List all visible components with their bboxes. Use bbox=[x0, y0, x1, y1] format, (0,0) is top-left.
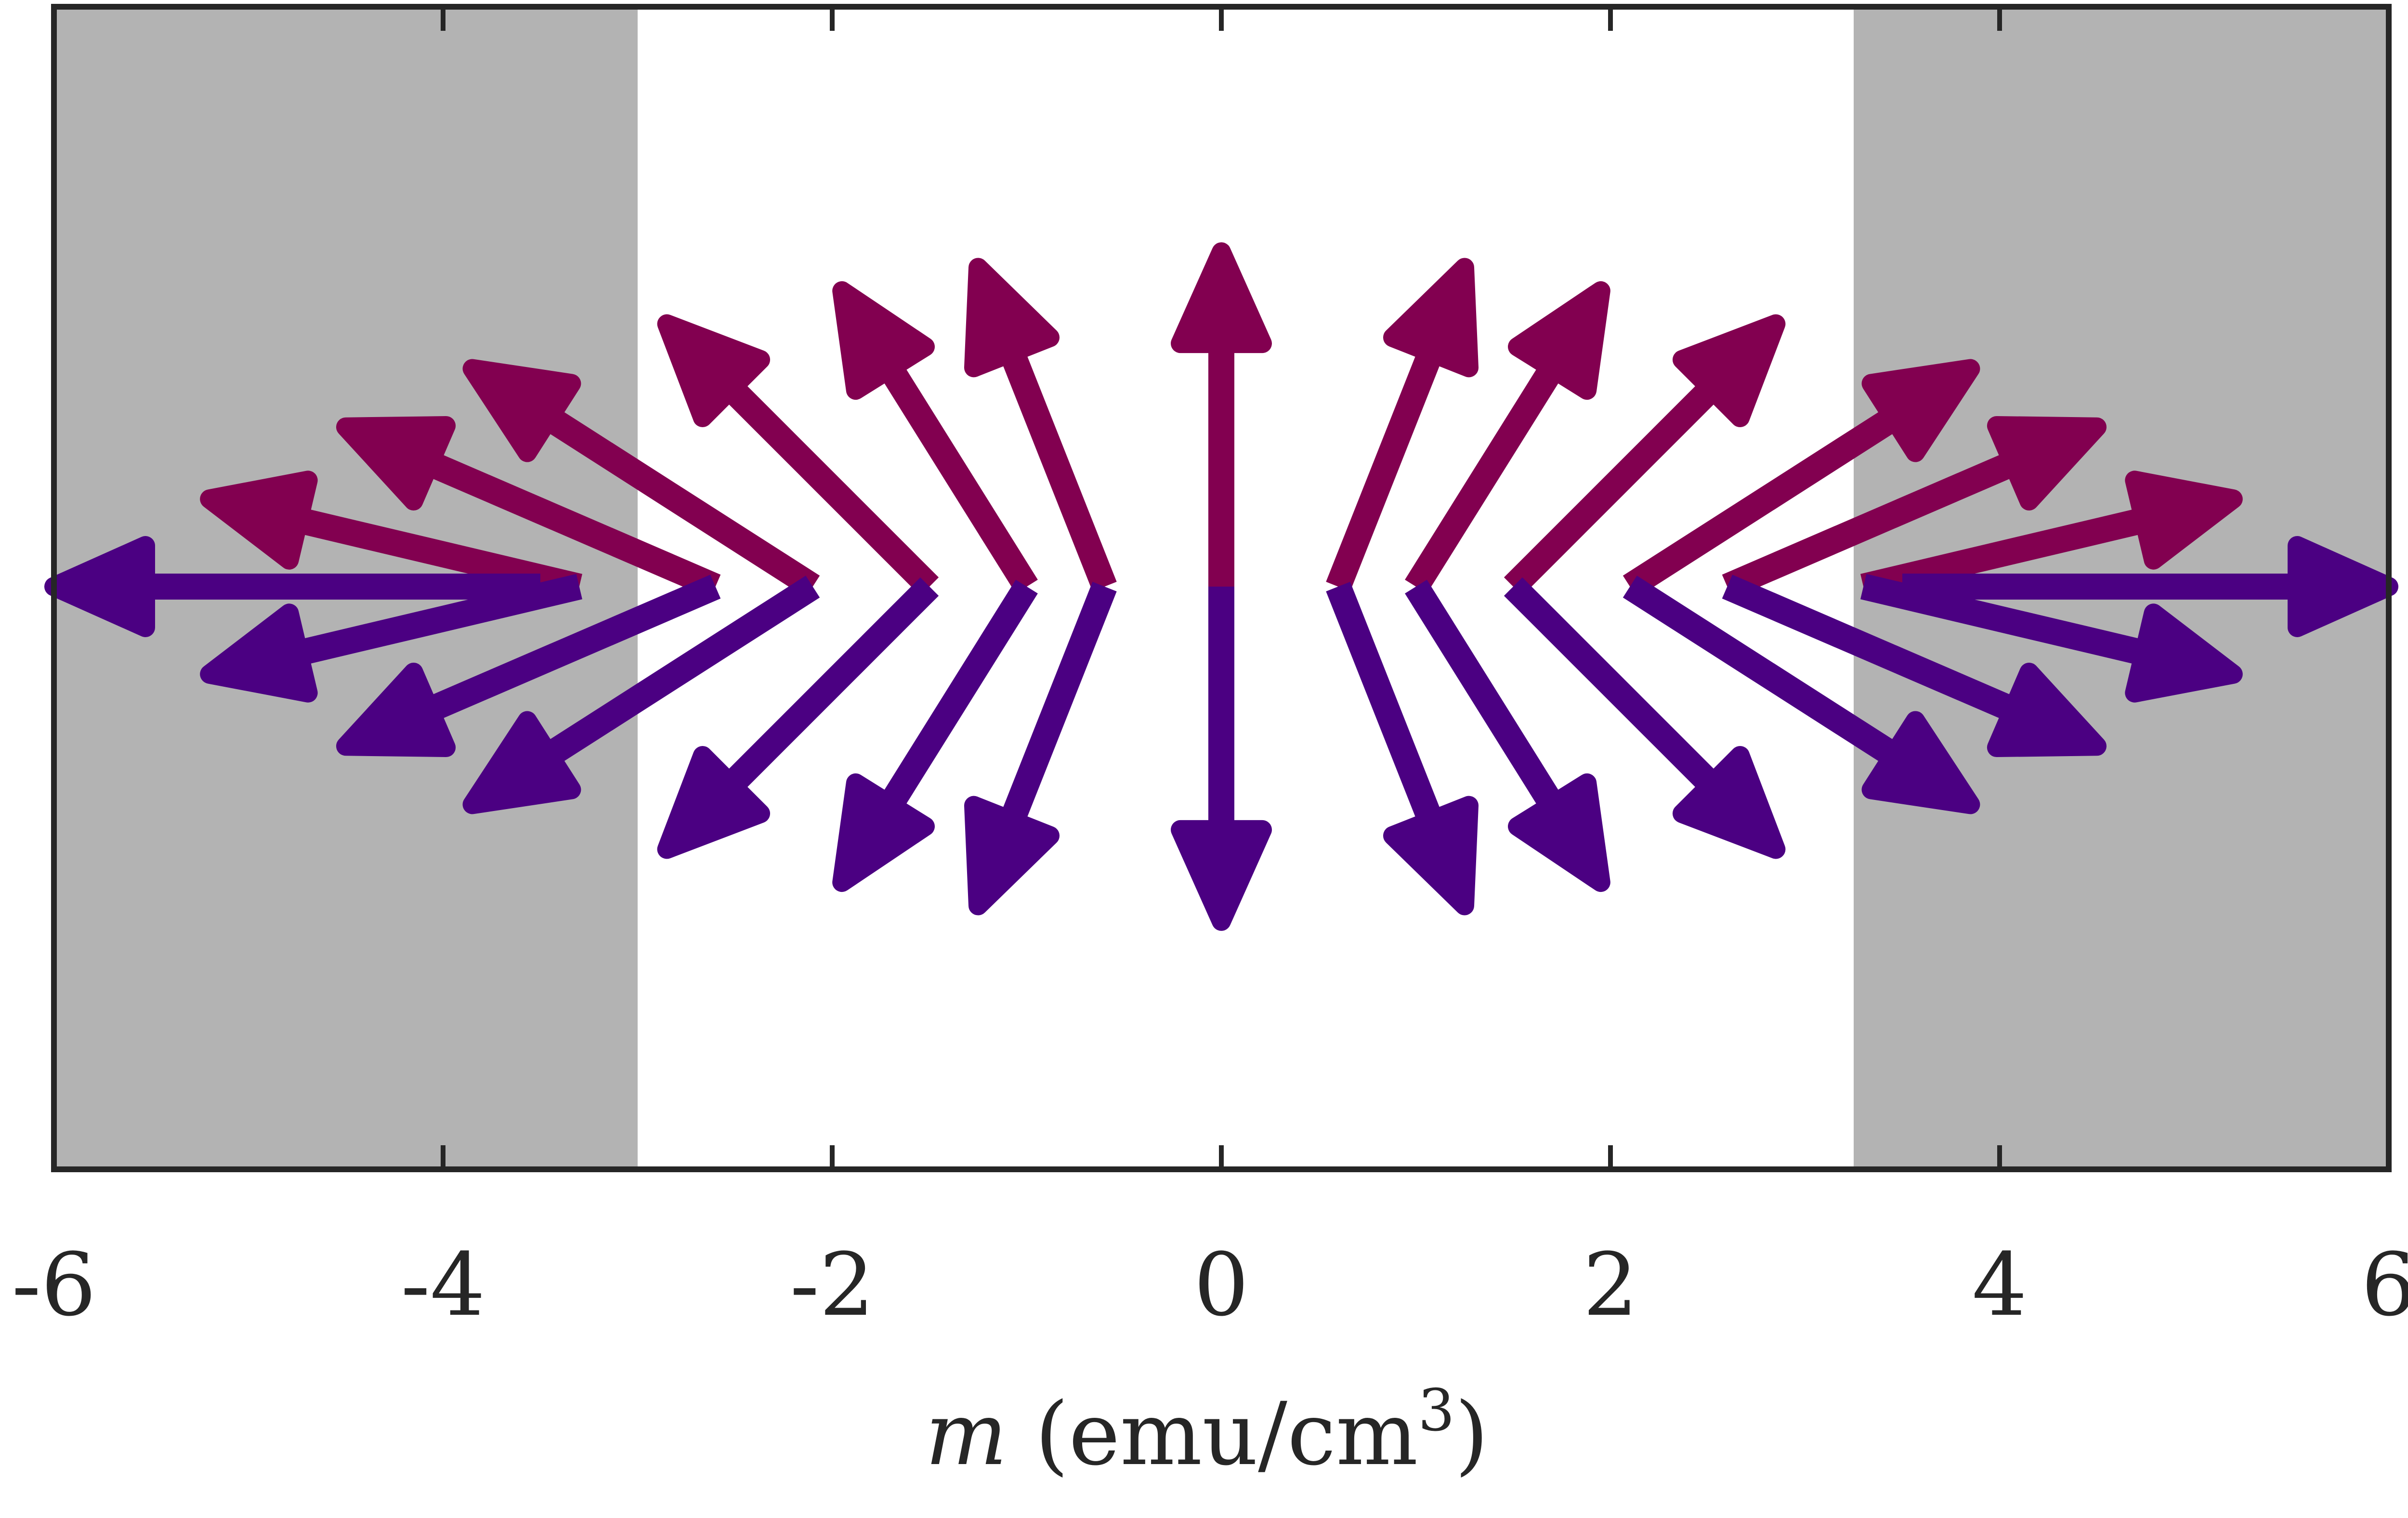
arrow-1-9 bbox=[1405, 579, 1610, 892]
arrow-head bbox=[2288, 536, 2398, 637]
arrow-head bbox=[1171, 820, 1272, 931]
arrow-1-7 bbox=[1171, 587, 1272, 931]
arrow-0-8 bbox=[1326, 258, 1479, 591]
x-axis-title-unit: (emu/cm bbox=[1008, 1384, 1418, 1485]
arrow-shaft bbox=[542, 576, 820, 766]
arrow-shaft bbox=[879, 361, 1038, 594]
arrow-head bbox=[964, 258, 1060, 378]
arrow-0-6 bbox=[964, 258, 1117, 591]
arrows bbox=[44, 242, 2398, 931]
arrow-head bbox=[2125, 603, 2243, 703]
x-axis-title: m (emu/cm3) bbox=[925, 1377, 1489, 1485]
arrow-shaft bbox=[879, 579, 1038, 812]
arrow-head bbox=[1672, 314, 1786, 428]
arrow-shaft bbox=[722, 379, 939, 596]
arrow-shaft bbox=[1722, 451, 2018, 599]
arrow-shaft bbox=[999, 582, 1117, 825]
arrow-0-3 bbox=[462, 359, 820, 598]
arrow-shaft bbox=[295, 574, 583, 666]
arrow-1-0 bbox=[44, 536, 540, 637]
arrow-0-7 bbox=[1171, 242, 1272, 587]
arrow-0-2 bbox=[336, 416, 721, 599]
arrow-head bbox=[336, 662, 456, 758]
x-tick-label: -6 bbox=[12, 1235, 96, 1335]
arrow-1-1 bbox=[200, 574, 583, 703]
arrow-1-5 bbox=[832, 579, 1038, 892]
arrow-head bbox=[657, 746, 771, 859]
arrow-head bbox=[2125, 471, 2243, 570]
arrow-0-10 bbox=[1504, 314, 1786, 596]
arrow-head bbox=[1987, 662, 2107, 758]
arrow-1-12 bbox=[1722, 575, 2107, 758]
arrow-head bbox=[1861, 711, 1980, 814]
x-tick-labels: -6 -4 -2 0 2 4 6 bbox=[12, 1235, 2408, 1335]
arrow-1-8 bbox=[1326, 582, 1479, 916]
arrow-1-11 bbox=[1623, 576, 1980, 814]
arrow-shaft bbox=[1326, 582, 1443, 825]
arrow-0-11 bbox=[1623, 359, 1980, 598]
arrow-head bbox=[1171, 242, 1272, 353]
arrow-head bbox=[832, 281, 935, 400]
arrow-1-14 bbox=[1902, 536, 2398, 637]
x-axis-title-variable: m bbox=[925, 1384, 1008, 1485]
arrow-head bbox=[1672, 746, 1786, 859]
arrow-head bbox=[44, 536, 155, 637]
arrow-head bbox=[1861, 359, 1980, 462]
arrow-0-9 bbox=[1405, 281, 1610, 594]
arrow-head bbox=[336, 416, 456, 511]
arrow-head bbox=[657, 314, 771, 428]
arrow-shaft bbox=[722, 577, 939, 794]
arrow-head bbox=[1383, 796, 1479, 916]
arrow-shaft bbox=[424, 575, 721, 722]
arrow-0-12 bbox=[1722, 416, 2107, 599]
arrow-head bbox=[1987, 416, 2107, 511]
arrow-head bbox=[1508, 281, 1610, 400]
arrow-head bbox=[1508, 773, 1610, 892]
arrow-shaft bbox=[1326, 348, 1443, 591]
x-axis-title-unit-close: ) bbox=[1455, 1384, 1489, 1485]
arrow-shaft bbox=[1405, 361, 1563, 594]
arrow-shaft bbox=[424, 451, 721, 599]
x-ticks bbox=[52, 7, 2391, 1169]
x-axis-title-unit-power: 3 bbox=[1418, 1377, 1454, 1444]
arrow-shaft bbox=[542, 407, 820, 598]
arrow-shaft bbox=[999, 348, 1117, 591]
arrow-head bbox=[200, 471, 318, 570]
x-tick-label: 4 bbox=[1972, 1235, 2028, 1335]
arrow-1-10 bbox=[1504, 577, 1786, 859]
arrow-0-5 bbox=[832, 281, 1038, 594]
x-tick-label: 6 bbox=[2361, 1235, 2408, 1335]
arrow-head bbox=[462, 359, 581, 462]
arrow-1-3 bbox=[462, 576, 820, 814]
arrow-shaft bbox=[1504, 379, 1721, 596]
arrow-1-6 bbox=[964, 582, 1117, 916]
x-tick-label: -2 bbox=[790, 1235, 874, 1335]
arrow-shaft bbox=[1504, 577, 1721, 794]
arrow-0-4 bbox=[657, 314, 939, 596]
arrow-shaft bbox=[1405, 579, 1563, 812]
arrow-shaft bbox=[1722, 575, 2018, 722]
arrow-head bbox=[964, 796, 1060, 916]
x-tick-label: -4 bbox=[401, 1235, 485, 1335]
x-tick-label: 2 bbox=[1583, 1235, 1638, 1335]
arrow-1-2 bbox=[336, 575, 721, 758]
arrow-shaft bbox=[1623, 407, 1900, 598]
x-tick-label: 0 bbox=[1194, 1235, 1249, 1335]
arrow-head bbox=[832, 773, 935, 892]
arrow-head bbox=[200, 603, 318, 703]
arrow-head bbox=[1383, 258, 1479, 378]
arrow-1-4 bbox=[657, 577, 939, 859]
arrow-head bbox=[462, 711, 581, 814]
arrow-shaft bbox=[1623, 576, 1900, 766]
